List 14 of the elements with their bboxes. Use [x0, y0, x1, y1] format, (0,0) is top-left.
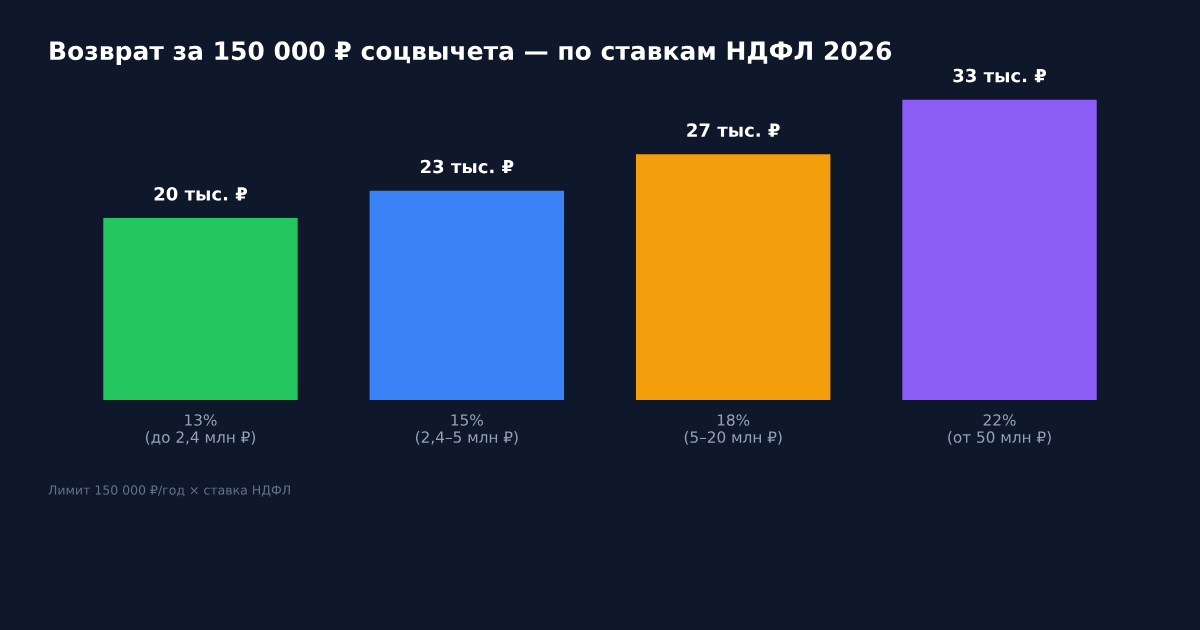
- text: Лимит 150 000 ₽/год × ставка НДФЛ: [48, 485, 290, 497]
- data-label: 23 тыс. ₽: [420, 159, 514, 174]
- x-tick-label: 13% (до 2,4 млн ₽): [145, 414, 256, 445]
- x-tick-label: 18% (5–20 млн ₽): [684, 414, 782, 445]
- bar: [369, 190, 565, 401]
- data-label: 27 тыс. ₽: [687, 123, 780, 137]
- data-label: 33 тыс. ₽: [953, 68, 1047, 83]
- x-tick-label: 15% (2,4–5 млн ₽): [416, 414, 518, 445]
- bar: [635, 154, 831, 401]
- x-tick-label: 22% (от 50 млн ₽): [948, 414, 1051, 445]
- data-label: 20 тыс. ₽: [154, 187, 248, 201]
- bar: [103, 218, 298, 401]
- bar: [902, 99, 1097, 401]
- chart-title: Возврат за 150 000 ₽ соцвычета — по ставкам НДФЛ 2026: [50, 41, 892, 66]
